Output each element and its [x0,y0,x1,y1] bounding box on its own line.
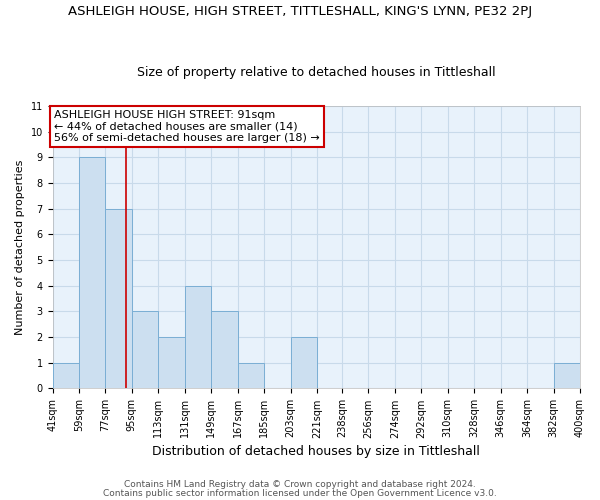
Bar [132,312,158,388]
Y-axis label: Number of detached properties: Number of detached properties [15,160,25,335]
Bar [238,363,264,388]
Bar [554,363,580,388]
Text: Contains HM Land Registry data © Crown copyright and database right 2024.: Contains HM Land Registry data © Crown c… [124,480,476,489]
Title: Size of property relative to detached houses in Tittleshall: Size of property relative to detached ho… [137,66,496,78]
Bar [53,363,79,388]
Bar [106,208,132,388]
Bar [158,337,185,388]
Text: ASHLEIGH HOUSE, HIGH STREET, TITTLESHALL, KING'S LYNN, PE32 2PJ: ASHLEIGH HOUSE, HIGH STREET, TITTLESHALL… [68,5,532,18]
Bar [211,312,238,388]
Text: Contains public sector information licensed under the Open Government Licence v3: Contains public sector information licen… [103,490,497,498]
Bar [185,286,211,388]
X-axis label: Distribution of detached houses by size in Tittleshall: Distribution of detached houses by size … [152,444,480,458]
Bar [290,337,317,388]
Text: ASHLEIGH HOUSE HIGH STREET: 91sqm
← 44% of detached houses are smaller (14)
56% : ASHLEIGH HOUSE HIGH STREET: 91sqm ← 44% … [54,110,320,143]
Bar [79,158,106,388]
